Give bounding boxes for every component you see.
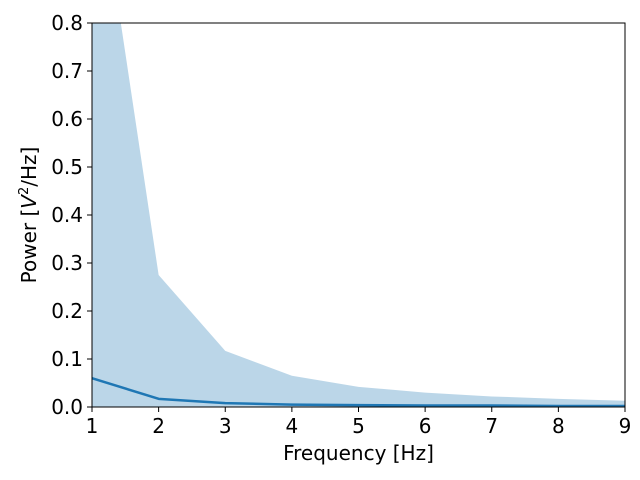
x-axis-label: Frequency [Hz] [283, 441, 434, 465]
y-tick-label: 0.8 [51, 11, 83, 35]
x-tick-label: 3 [219, 414, 232, 438]
x-tick-label: 5 [352, 414, 365, 438]
x-tick-label: 7 [485, 414, 498, 438]
y-axis-label-base: V [17, 194, 41, 209]
y-axis-label-superscript: 2 [17, 187, 32, 195]
y-tick-label: 0.4 [51, 203, 83, 227]
x-tick-label: 8 [552, 414, 565, 438]
series-line-0 [92, 376, 625, 407]
confidence-band-0 [92, 23, 625, 407]
x-tick-label: 2 [152, 414, 165, 438]
y-axis-label-prefix: Power [ [17, 209, 41, 284]
y-axis: 0.0 0.1 0.2 0.3 0.4 0.5 0.6 0.7 0.8 [51, 11, 92, 419]
y-tick-label: 0.6 [51, 107, 83, 131]
y-tick-label: 0.0 [51, 395, 83, 419]
y-tick-label: 0.2 [51, 299, 83, 323]
x-axis: 1 2 3 4 5 6 7 8 9 [86, 407, 632, 438]
plot-area [92, 23, 625, 407]
y-tick-label: 0.3 [51, 251, 83, 275]
x-tick-label: 6 [419, 414, 432, 438]
y-tick-label: 0.5 [51, 155, 83, 179]
y-tick-label: 0.7 [51, 59, 83, 83]
y-tick-label: 0.1 [51, 347, 83, 371]
x-tick-label: 9 [619, 414, 632, 438]
y-axis-label: Power [V2/Hz] [17, 147, 41, 284]
x-tick-label: 4 [286, 414, 299, 438]
y-axis-label-suffix: /Hz] [17, 147, 41, 187]
x-tick-label: 1 [86, 414, 99, 438]
